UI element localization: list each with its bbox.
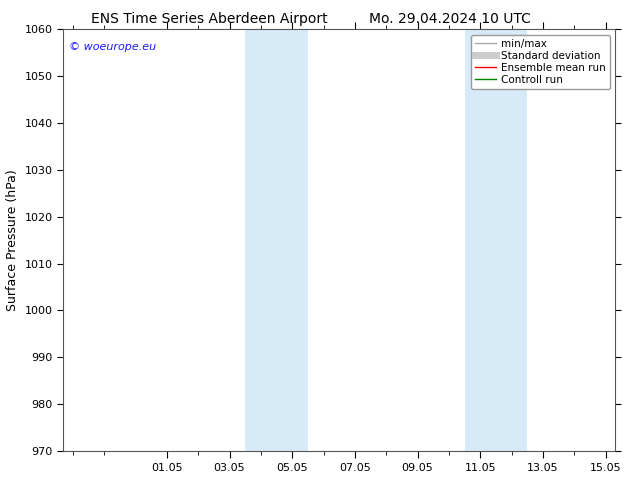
Text: ENS Time Series Aberdeen Airport: ENS Time Series Aberdeen Airport <box>91 12 328 26</box>
Bar <box>245 29 308 451</box>
Y-axis label: Surface Pressure (hPa): Surface Pressure (hPa) <box>6 169 19 311</box>
Bar <box>465 29 527 451</box>
Text: © woeurope.eu: © woeurope.eu <box>69 42 156 52</box>
Text: Mo. 29.04.2024 10 UTC: Mo. 29.04.2024 10 UTC <box>369 12 531 26</box>
Legend: min/max, Standard deviation, Ensemble mean run, Controll run: min/max, Standard deviation, Ensemble me… <box>470 35 610 89</box>
